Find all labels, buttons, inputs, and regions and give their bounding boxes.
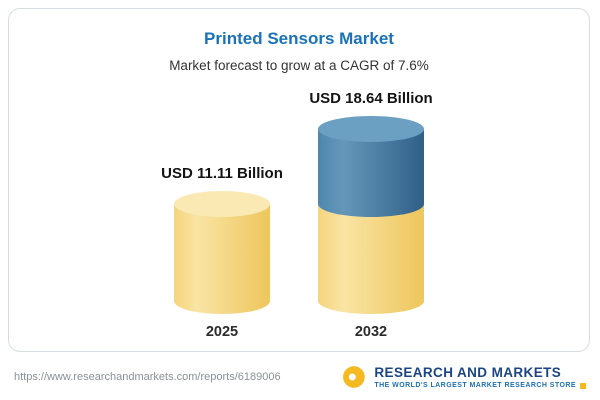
bar-group-2025: USD 11.11 Billion 2025	[161, 165, 283, 341]
brand-tagline: THE WORLD'S LARGEST MARKET RESEARCH STOR…	[374, 382, 576, 389]
plot-area: USD 11.11 Billion 2025 USD 18.64 Billion…	[9, 90, 589, 341]
brand-name: RESEARCH AND MARKETS	[374, 365, 562, 380]
brand-logo-icon	[343, 366, 367, 388]
bar-group-2032: USD 18.64 Billion 2032	[309, 90, 432, 341]
tagline-row: THE WORLD'S LARGEST MARKET RESEARCH STOR…	[374, 382, 586, 389]
chart-title: Printed Sensors Market	[204, 29, 394, 48]
brand-text: RESEARCH AND MARKETS THE WORLD'S LARGEST…	[374, 365, 586, 389]
cylinder-2025	[174, 190, 270, 314]
cylinder-top-ellipse	[174, 190, 270, 217]
cylinder-top-ellipse	[318, 116, 424, 142]
cylinder-2032	[318, 116, 424, 314]
chart-card: Printed Sensors Market Market forecast t…	[8, 8, 590, 352]
chart-subtitle: Market forecast to grow at a CAGR of 7.6…	[169, 58, 429, 73]
brand-block: RESEARCH AND MARKETS THE WORLD'S LARGEST…	[342, 364, 586, 390]
cylinder-segment-growth	[318, 129, 424, 217]
value-label-2032: USD 18.64 Billion	[309, 90, 433, 107]
report-url: https://www.researchandmarkets.com/repor…	[14, 371, 281, 383]
cylinder-segment-base	[318, 203, 424, 314]
value-label-2025: USD 11.11 Billion	[161, 164, 283, 182]
year-label-2032: 2032	[354, 324, 388, 340]
footer: https://www.researchandmarkets.com/repor…	[14, 360, 586, 394]
tagline-accent-square	[580, 382, 586, 389]
year-label-2025: 2025	[205, 324, 239, 340]
cylinder-segment-base	[174, 203, 270, 314]
